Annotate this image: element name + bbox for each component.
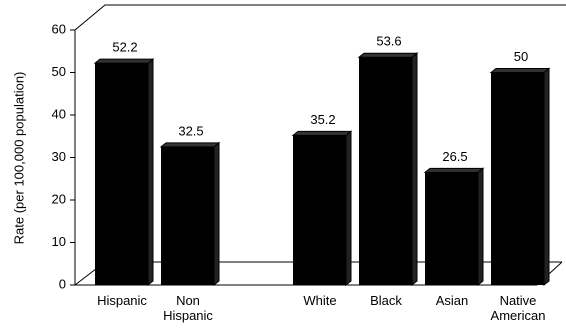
x-tick-label: Black [370,293,402,308]
bar-top [357,52,419,58]
value-label: 52.2 [112,40,137,55]
bar-side [147,58,154,287]
value-label: 35.2 [310,112,335,127]
value-label: 32.5 [178,123,203,138]
bar [161,146,214,285]
bar [491,72,544,285]
y-tick-label: 60 [52,21,66,36]
y-tick-label: 0 [59,276,66,291]
y-tick-label: 40 [52,106,66,121]
bar-top [93,58,155,64]
x-tick-label: Non Hispanic [163,293,213,323]
bar-top [159,142,221,148]
x-tick-label: Native American [490,293,546,323]
value-label: 26.5 [442,149,467,164]
bar [95,63,148,286]
y-tick-label: 20 [52,191,66,206]
bar [425,172,478,285]
bar-top [423,167,485,173]
y-tick-label: 10 [52,234,66,249]
y-axis-label: Rate (per 100,000 population) [11,72,26,245]
bar [293,135,346,285]
bar-top [291,130,353,136]
bar-side [411,52,418,287]
value-label: 50 [514,49,528,64]
bar-top [489,68,551,73]
value-label: 53.6 [376,34,401,49]
bar-side [213,141,220,287]
y-tick-label: 50 [52,64,66,79]
x-tick-label: Hispanic [97,293,147,308]
bar-side [477,167,484,287]
bar-side [543,67,550,287]
x-tick-label: White [303,293,337,308]
bar [359,57,412,286]
x-tick-label: Asian [435,293,469,308]
bar-side [345,130,352,287]
y-tick-label: 30 [52,149,66,164]
